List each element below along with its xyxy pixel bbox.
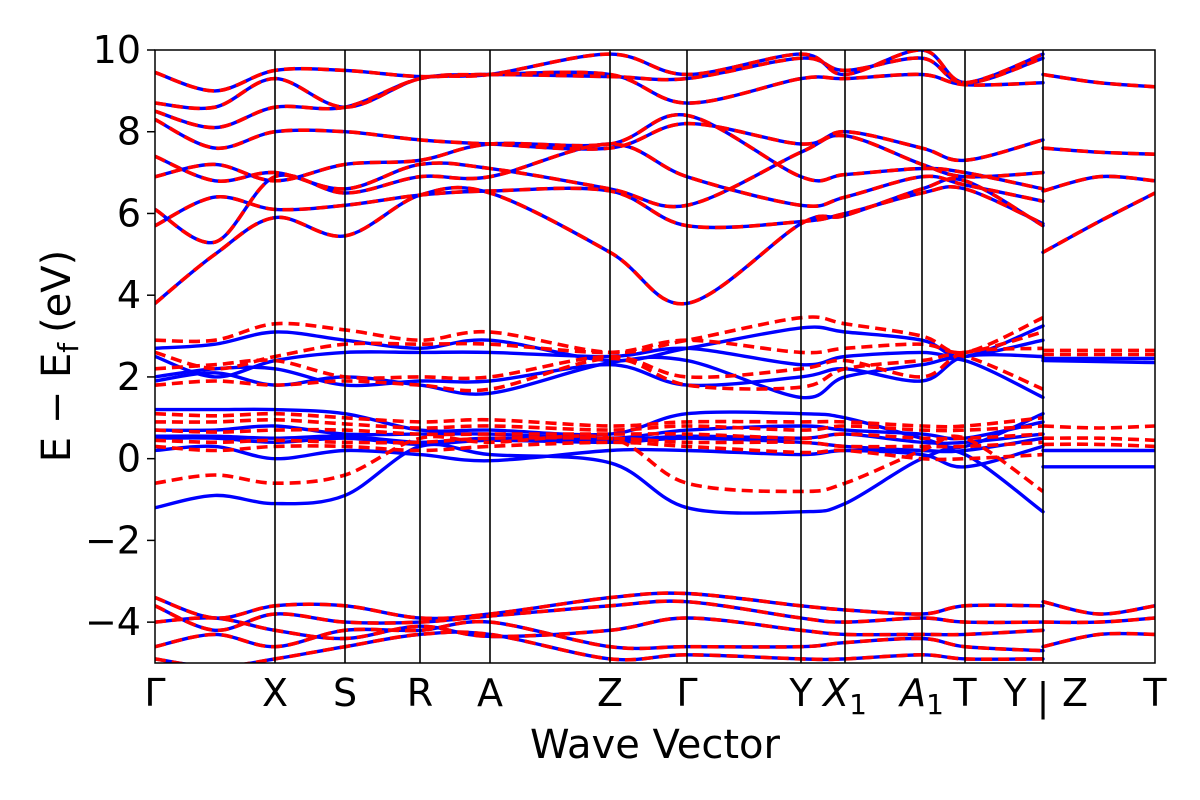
x-tick-label-4: A	[477, 671, 503, 715]
bands-layer	[155, 50, 1155, 663]
x-tick-label-6: Γ	[676, 671, 697, 715]
x-ticks-layer: Γ X S R A Z Γ Y X1 A1 T Y Z T|	[144, 671, 1167, 721]
dashed-band-line-34	[1042, 631, 1155, 649]
x-tick-label-2: S	[333, 671, 357, 715]
y-tick-label-3: 4	[117, 273, 141, 317]
dashed-band-line-18	[155, 411, 1044, 429]
y-tick-label-7: −4	[85, 600, 141, 644]
x-break-marker: |	[1037, 675, 1050, 720]
y-axis-title: E − Ef (eV)	[34, 250, 85, 463]
x-tick-label-3: R	[407, 671, 433, 715]
y-tick-label-5: 0	[117, 437, 141, 481]
solid-band-line-9	[1041, 174, 1155, 193]
x-tick-label-9: A1	[897, 671, 944, 721]
dashed-band-line-10	[1042, 146, 1155, 156]
solid-band-line-5	[155, 117, 1045, 163]
x-axis-title: Wave Vector	[530, 722, 781, 768]
solid-band-line-17	[1041, 358, 1155, 365]
dashed-band-line-6	[155, 70, 1044, 111]
dashed-band-line-12	[155, 315, 1044, 355]
x-tick-label-12: Z	[1062, 671, 1088, 715]
y-tick-label-1: 8	[117, 110, 141, 154]
x-tick-label-8: X1	[821, 671, 867, 721]
y-axis-title-main: E − E	[34, 353, 80, 463]
x-tick-label-5: Z	[597, 671, 623, 715]
dashed-band-line-9	[1042, 174, 1155, 193]
plot-frame	[154, 49, 1156, 664]
dashed-band-line-25	[1042, 436, 1155, 443]
x-tick-label-0: Γ	[144, 671, 165, 715]
x-tick-label-7: Y	[788, 671, 813, 715]
x-tick-label-13: T	[1142, 671, 1167, 715]
dashed-band-line-33	[1042, 616, 1155, 625]
y-ticks-layer: 10 8 6 4 2 0 −2 −4	[85, 28, 155, 644]
kpoint-lines-layer	[274, 50, 1044, 663]
y-tick-label-0: 10	[93, 28, 141, 72]
dashed-band-line-11	[1042, 72, 1155, 89]
solid-band-line-34	[155, 50, 1045, 130]
y-axis-title-unit: (eV)	[34, 250, 80, 333]
dashed-band-line-26	[1042, 442, 1155, 449]
y-tick-label-6: −2	[85, 518, 141, 562]
solid-band-line-28	[155, 616, 1045, 641]
dashed-band-line-8	[1042, 191, 1155, 254]
x-tick-label-1: X	[262, 671, 288, 715]
y-axis-title-sub: f	[52, 342, 85, 353]
y-tick-label-4: 2	[117, 355, 141, 399]
dashed-band-line-5	[155, 117, 1044, 163]
x-tick-label-11: Y	[1002, 671, 1027, 715]
y-tick-label-2: 6	[117, 191, 141, 235]
dashed-band-line-30	[155, 619, 1044, 653]
dashed-band-line-32	[1042, 599, 1155, 616]
dashed-band-line-24	[1042, 424, 1155, 430]
dashed-band-line-35	[155, 50, 1044, 130]
x-tick-label-10: T	[952, 671, 977, 715]
